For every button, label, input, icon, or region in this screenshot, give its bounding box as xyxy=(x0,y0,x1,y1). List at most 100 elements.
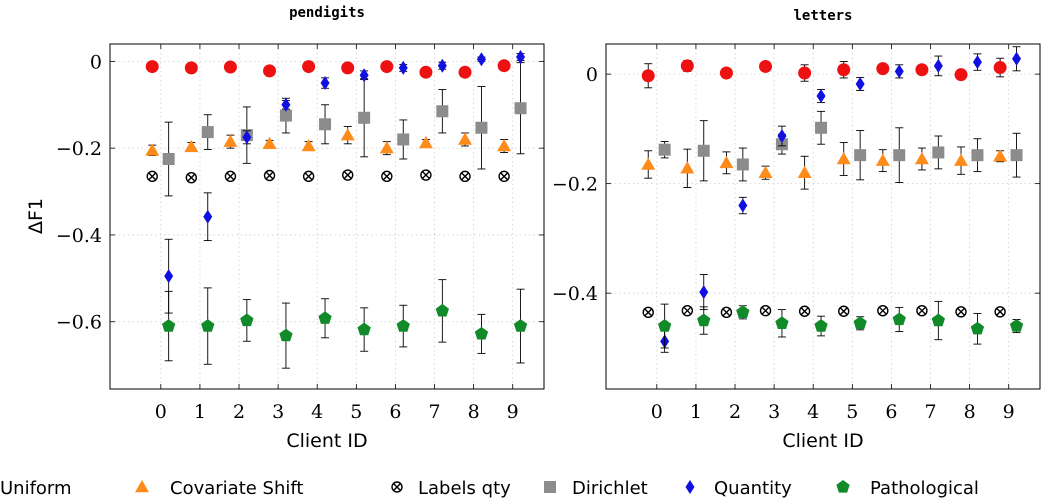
data-point xyxy=(302,170,315,183)
data-point xyxy=(994,306,1006,318)
data-point xyxy=(475,121,488,134)
data-point xyxy=(758,165,773,178)
data-point xyxy=(836,152,851,165)
data-point xyxy=(224,170,237,183)
data-point xyxy=(797,165,812,178)
data-point xyxy=(931,313,945,327)
data-point xyxy=(340,128,355,141)
y-tick-label: −0.2 xyxy=(552,174,598,196)
x-tick-label: 8 xyxy=(468,401,480,423)
data-point xyxy=(736,305,750,318)
series-covariate-shift xyxy=(145,126,512,156)
x-tick-label: 6 xyxy=(885,401,897,423)
legend-marker xyxy=(836,480,850,493)
data-point xyxy=(837,63,851,77)
x-axis-label: Client ID xyxy=(782,430,863,452)
data-point xyxy=(318,311,332,324)
x-tick-label: 0 xyxy=(155,401,167,423)
data-point xyxy=(458,132,473,145)
x-tick-label: 3 xyxy=(272,401,284,423)
data-point xyxy=(242,130,252,145)
x-tick-label: 2 xyxy=(729,401,741,423)
data-point xyxy=(736,158,749,171)
data-point xyxy=(954,68,968,82)
data-point xyxy=(474,326,489,340)
data-point xyxy=(497,138,512,152)
data-point xyxy=(341,61,355,75)
grid xyxy=(110,44,544,389)
data-point xyxy=(1009,319,1024,332)
legend-item-pathological: Pathological xyxy=(836,478,979,499)
data-point xyxy=(642,306,654,319)
series-pathological xyxy=(657,300,1024,349)
data-point xyxy=(894,64,904,79)
data-point xyxy=(719,66,733,80)
legend-label: Covariate Shift xyxy=(170,478,303,499)
data-point xyxy=(185,171,198,184)
data-point xyxy=(359,68,369,83)
data-point xyxy=(699,285,709,300)
series-pathological xyxy=(161,279,528,369)
data-point xyxy=(162,153,175,165)
legend-item-quantity: Quantity xyxy=(685,478,792,499)
legend: Uniform Covariate Shift Labels qty Dirichle… xyxy=(0,478,979,499)
x-tick-label: 7 xyxy=(428,401,440,423)
panel-letters: letters 0 −0.2 −0.4 0 1 2 3 4 5 6 7 8 9 Client ID xyxy=(552,8,1041,452)
data-point xyxy=(398,60,408,75)
series-uniform xyxy=(641,57,1007,89)
x-tick-label: 5 xyxy=(350,401,362,423)
data-point xyxy=(1012,51,1022,66)
x-axis-ticks: 0 1 2 3 4 5 6 7 8 9 xyxy=(651,44,1015,423)
data-point xyxy=(459,170,471,183)
data-point xyxy=(380,60,394,74)
x-tick-label: 1 xyxy=(690,401,702,423)
data-point xyxy=(201,319,215,332)
data-point xyxy=(798,66,812,80)
data-point xyxy=(954,153,969,166)
plot-frame xyxy=(109,43,545,390)
data-point xyxy=(161,319,176,332)
data-point xyxy=(916,304,928,317)
data-point xyxy=(893,149,906,162)
legend-marker xyxy=(685,480,695,494)
data-point xyxy=(458,65,472,79)
series-uniform xyxy=(145,59,511,79)
series-dirichlet xyxy=(658,110,1023,183)
data-point xyxy=(319,118,332,131)
data-marks xyxy=(145,50,528,369)
legend-item-labels-qty: Labels qty xyxy=(391,478,511,499)
x-tick-label: 3 xyxy=(768,401,780,423)
legend-item-covariate-shift: Covariate Shift xyxy=(135,478,303,499)
data-point xyxy=(279,328,293,342)
data-point xyxy=(516,50,526,65)
data-point xyxy=(855,76,865,91)
data-point xyxy=(798,305,811,317)
data-point xyxy=(223,60,237,74)
data-point xyxy=(759,59,773,73)
data-point xyxy=(720,306,733,319)
data-point xyxy=(381,170,393,183)
y-tick-label: −0.4 xyxy=(552,283,598,305)
series-labels-qty xyxy=(146,169,510,184)
data-point xyxy=(914,152,929,165)
data-point xyxy=(223,134,238,147)
data-point xyxy=(263,64,277,78)
data-point xyxy=(435,303,449,317)
data-point xyxy=(972,55,982,70)
data-point xyxy=(262,136,277,150)
y-tick-label: −0.6 xyxy=(56,312,102,334)
data-point xyxy=(854,149,867,162)
x-tick-label: 9 xyxy=(507,401,519,423)
data-point xyxy=(641,157,656,170)
x-tick-label: 4 xyxy=(807,401,819,423)
data-point xyxy=(437,58,447,73)
data-point xyxy=(145,143,160,156)
x-tick-label: 9 xyxy=(1003,401,1015,423)
data-point xyxy=(513,319,528,332)
x-tick-label: 2 xyxy=(233,401,245,423)
data-point xyxy=(680,161,695,174)
y-axis-ticks: 0 −0.2 −0.4 −0.6 xyxy=(56,51,544,334)
data-point xyxy=(993,149,1008,162)
data-point xyxy=(514,102,527,115)
